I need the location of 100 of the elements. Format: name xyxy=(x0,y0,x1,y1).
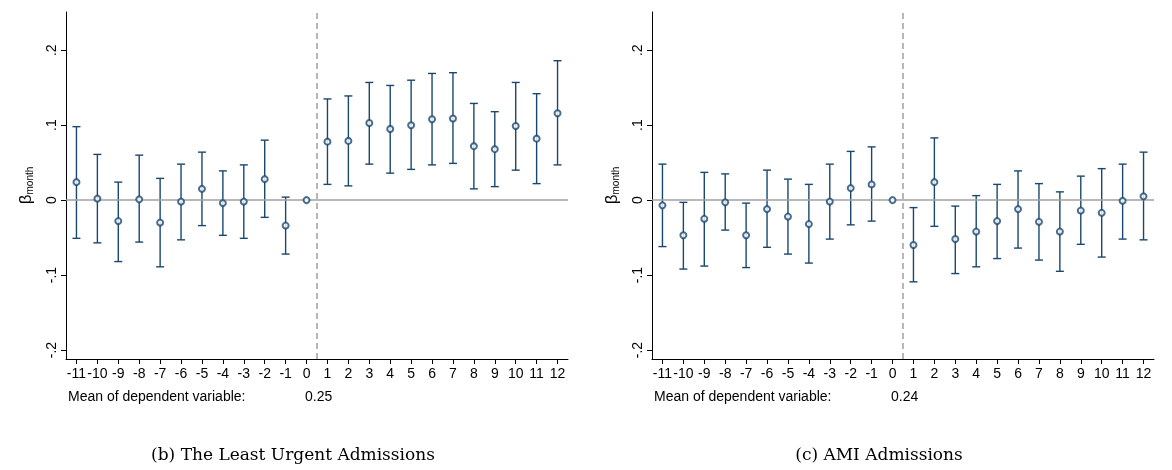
y-tick-label: .2 xyxy=(629,44,645,57)
x-tick-label: -5 xyxy=(195,365,209,381)
text: (b) The Least Urgent Admissions xyxy=(151,443,435,464)
x-tick-label: 0 xyxy=(888,365,897,381)
y-tick-label: 0 xyxy=(629,196,645,205)
y-tick-label: 0 xyxy=(43,196,59,205)
y-tick-label: -.1 xyxy=(43,266,59,284)
point xyxy=(448,114,457,123)
point xyxy=(386,124,395,133)
text: 0.24 xyxy=(891,388,919,404)
point xyxy=(72,178,81,187)
x-tick-label: -11 xyxy=(652,365,673,381)
x-tick-label: 10 xyxy=(507,365,524,381)
y-tick-label: -.1 xyxy=(629,266,645,284)
point xyxy=(407,121,416,130)
x-tick-label: 10 xyxy=(1093,365,1110,381)
x-tick-label: -9 xyxy=(698,365,711,381)
point xyxy=(825,197,834,206)
x-tick-label: 2 xyxy=(344,365,353,381)
x-tick-label: -8 xyxy=(132,365,146,381)
point xyxy=(511,121,520,130)
x-tick-label: -3 xyxy=(237,365,251,381)
x-tick-label: -4 xyxy=(216,365,230,381)
text: Mean of dependent variable: xyxy=(654,388,832,404)
point xyxy=(679,231,688,240)
x-tick-label: -4 xyxy=(802,365,816,381)
x-tick-label: -2 xyxy=(258,365,272,381)
x-tick-label: 12 xyxy=(549,365,566,381)
point xyxy=(742,231,751,240)
x-tick-label: 3 xyxy=(365,365,374,381)
x-tick-label: -2 xyxy=(844,365,858,381)
x-tick-label: 6 xyxy=(1014,365,1023,381)
x-tick-label: 1 xyxy=(323,365,332,381)
y-tick-label: .1 xyxy=(629,119,645,132)
point xyxy=(490,145,499,154)
point xyxy=(239,197,248,206)
x-tick-label: 0 xyxy=(302,365,311,381)
x-tick-label: 3 xyxy=(951,365,960,381)
point xyxy=(281,221,290,230)
point xyxy=(993,217,1002,226)
y-tick-label: .1 xyxy=(43,119,59,132)
y-tick-label: -.2 xyxy=(43,341,59,359)
point xyxy=(700,214,709,223)
point xyxy=(763,205,772,214)
point xyxy=(846,184,855,193)
y-axis-title: βmonth xyxy=(15,166,35,205)
point xyxy=(93,194,102,203)
x-tick-label: 12 xyxy=(1135,365,1152,381)
y-tick-label: .2 xyxy=(43,44,59,57)
x-tick-label: -1 xyxy=(279,365,293,381)
x-tick-label: 9 xyxy=(1076,365,1085,381)
point xyxy=(114,217,123,226)
point xyxy=(658,201,667,210)
point xyxy=(469,142,478,151)
x-tick-label: 7 xyxy=(1035,365,1044,381)
point xyxy=(344,136,353,145)
x-tick-label: 5 xyxy=(993,365,1002,381)
x-tick-label: 4 xyxy=(972,365,981,381)
x-tick-label: 2 xyxy=(930,365,939,381)
x-tick-label: -6 xyxy=(174,365,188,381)
x-tick-label: -8 xyxy=(718,365,732,381)
point xyxy=(972,227,981,236)
point xyxy=(428,115,437,124)
point xyxy=(909,241,918,250)
x-tick-label: 11 xyxy=(1115,365,1131,381)
x-tick-label: -3 xyxy=(823,365,837,381)
y-tick-label: -.2 xyxy=(629,341,645,359)
x-tick-label: -1 xyxy=(865,365,879,381)
point xyxy=(1014,205,1023,214)
point xyxy=(783,212,792,221)
x-tick-label: 8 xyxy=(1055,365,1064,381)
text: 0.25 xyxy=(305,388,333,404)
x-tick-label: 9 xyxy=(490,365,499,381)
point xyxy=(1076,206,1085,215)
point xyxy=(260,175,269,184)
point xyxy=(218,199,227,208)
point xyxy=(365,118,374,127)
x-tick-label: 4 xyxy=(386,365,395,381)
point xyxy=(1118,196,1127,205)
point xyxy=(951,235,960,244)
point xyxy=(156,218,165,227)
x-tick-label: -7 xyxy=(153,365,167,381)
x-tick-label: -10 xyxy=(87,365,108,381)
x-tick-label: -11 xyxy=(66,365,87,381)
point xyxy=(1097,208,1106,217)
x-tick-label: -9 xyxy=(112,365,125,381)
point xyxy=(804,220,813,229)
point xyxy=(930,178,939,187)
x-tick-label: 5 xyxy=(407,365,416,381)
point xyxy=(1055,227,1064,236)
point xyxy=(888,196,897,205)
y-axis-title: βmonth xyxy=(601,166,621,205)
point xyxy=(323,137,332,146)
point xyxy=(197,184,206,193)
x-tick-label: 8 xyxy=(469,365,478,381)
point xyxy=(721,198,730,207)
point xyxy=(553,109,562,118)
point xyxy=(532,134,541,143)
point xyxy=(177,197,186,206)
point xyxy=(1034,217,1043,226)
